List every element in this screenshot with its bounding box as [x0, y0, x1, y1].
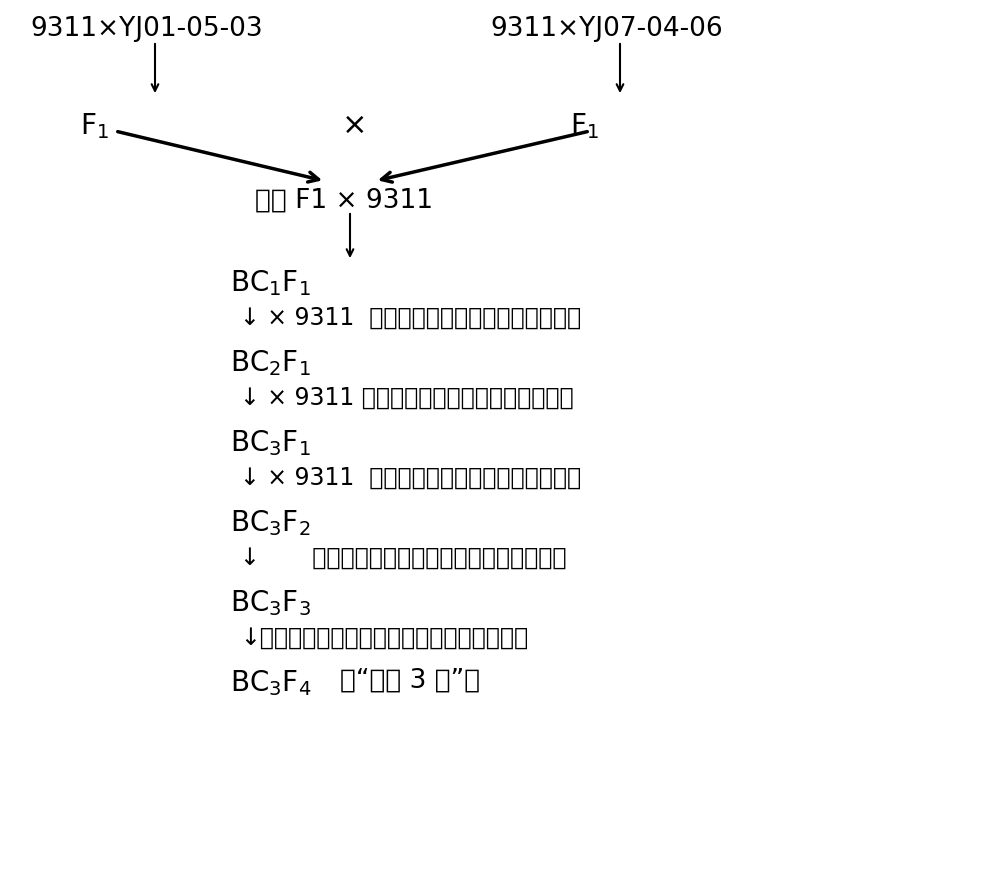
Text: $\mathregular{F_1}$: $\mathregular{F_1}$: [80, 111, 109, 141]
Text: $\mathregular{BC_3F_4}$: $\mathregular{BC_3F_4}$: [230, 668, 311, 698]
Text: （“元野 3 号”）: （“元野 3 号”）: [340, 668, 480, 694]
Text: 9311×YJ07-04-06: 9311×YJ07-04-06: [490, 16, 723, 42]
Text: ↓ × 9311  前景选择（第三次分子标记选择）: ↓ × 9311 前景选择（第三次分子标记选择）: [240, 466, 581, 490]
Text: $\mathregular{BC_3F_2}$: $\mathregular{BC_3F_2}$: [230, 508, 310, 538]
Text: $\mathregular{BC_3F_3}$: $\mathregular{BC_3F_3}$: [230, 588, 311, 618]
Text: ↓人工气候室模拟高温胁迫鉴定灰浆期耐热性: ↓人工气候室模拟高温胁迫鉴定灰浆期耐热性: [240, 626, 528, 650]
Text: ↓ × 9311  前景选择（第一次分子标记选择）: ↓ × 9311 前景选择（第一次分子标记选择）: [240, 306, 581, 330]
Text: ↓       含目标纯合片段（第四次分子标记选择）: ↓ 含目标纯合片段（第四次分子标记选择）: [240, 546, 566, 570]
Text: $\mathregular{BC_2F_1}$: $\mathregular{BC_2F_1}$: [230, 348, 311, 377]
Text: $\mathregular{BC_3F_1}$: $\mathregular{BC_3F_1}$: [230, 428, 311, 458]
Text: 聚合 F1 × 9311: 聚合 F1 × 9311: [255, 188, 433, 214]
Text: ×: ×: [342, 111, 368, 140]
Text: $\mathregular{F_1}$: $\mathregular{F_1}$: [570, 111, 599, 141]
Text: 9311×YJ01-05-03: 9311×YJ01-05-03: [30, 16, 263, 42]
Text: $\mathregular{BC_1F_1}$: $\mathregular{BC_1F_1}$: [230, 268, 311, 298]
Text: ↓ × 9311 前景选择（第二次分子标记选择）: ↓ × 9311 前景选择（第二次分子标记选择）: [240, 386, 574, 410]
